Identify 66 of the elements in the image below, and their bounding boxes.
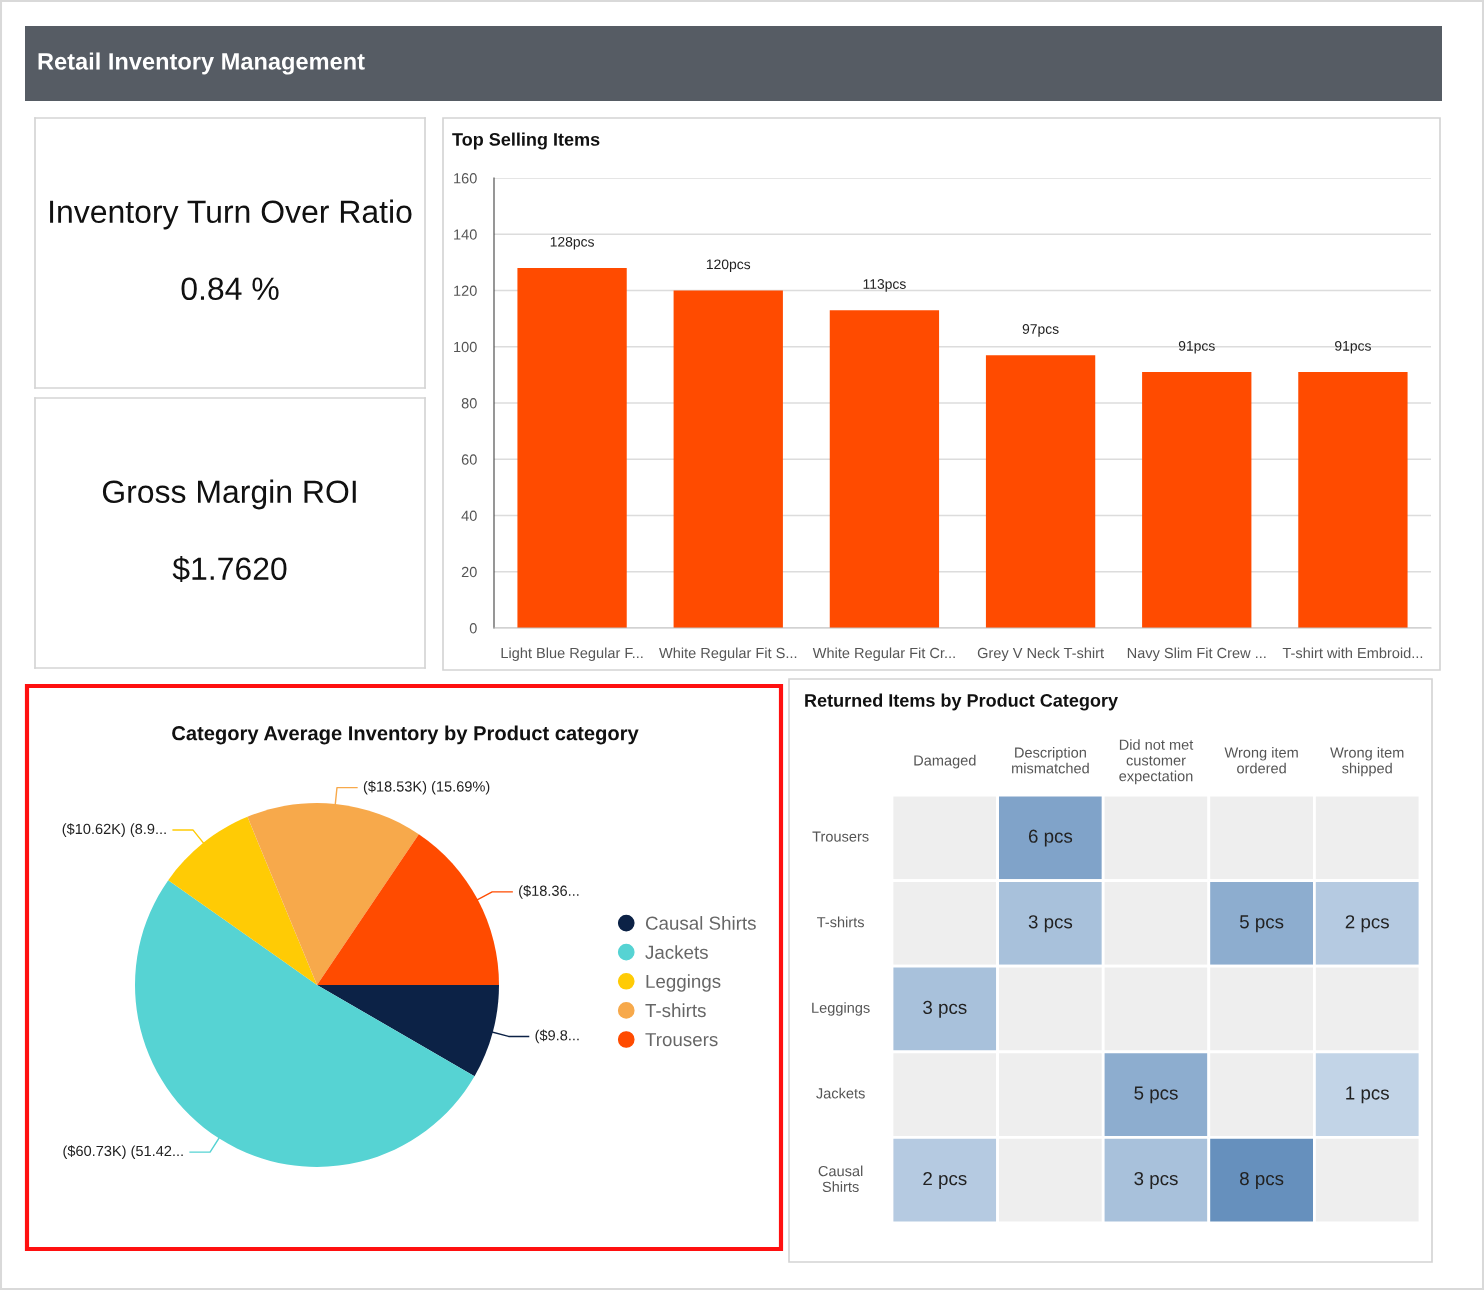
data-label: 91pcs xyxy=(1335,340,1371,354)
bar xyxy=(517,268,627,628)
x-tick-label: Grey V Neck T-shirt xyxy=(977,647,1104,662)
y-tick-label: 120 xyxy=(454,285,477,296)
legend-label: Causal Shirts xyxy=(645,916,756,930)
y-tick-label: 100 xyxy=(454,341,477,353)
data-label: 3 pcs xyxy=(1028,915,1073,933)
y-tick-label: 40 xyxy=(461,510,477,521)
x-tick-label: White Regular Fit S... xyxy=(659,647,797,662)
data-label: ($18.53K) (15.69%) xyxy=(363,780,490,795)
data-label: 120pcs xyxy=(706,259,751,272)
data-label: 91pcs xyxy=(1178,340,1215,354)
bar xyxy=(985,355,1096,628)
data-label: ($10.62K) (8.9... xyxy=(62,823,166,837)
y-tick-label: Jackets xyxy=(816,1087,865,1099)
bar xyxy=(673,290,783,628)
x-tick-label: Description mismatched xyxy=(1012,747,1089,774)
x-tick-label: Wrong item ordered xyxy=(1224,747,1298,774)
bar xyxy=(829,310,940,628)
chart-title: Top Selling Items xyxy=(452,132,600,150)
text: $1.7620 xyxy=(172,556,287,582)
data-label: 5 pcs xyxy=(1239,915,1284,933)
y-tick-label: Causal Shirts xyxy=(818,1165,863,1192)
y-tick-label: Leggings xyxy=(812,1002,870,1016)
x-tick-label: Light Blue Regular F... xyxy=(501,647,643,662)
data-label: 5 pcs xyxy=(1134,1086,1178,1104)
data-label: 3 pcs xyxy=(923,1000,967,1018)
x-tick-label: White Regular Fit Cr... xyxy=(812,647,955,662)
text: Retail Inventory Management xyxy=(38,52,365,75)
data-label: 128pcs xyxy=(550,236,594,250)
text: Gross Margin ROI xyxy=(102,479,356,510)
legend-label: Jackets xyxy=(645,945,708,959)
data-label: 8 pcs xyxy=(1240,1171,1284,1189)
data-label: ($9.8... xyxy=(535,1029,579,1044)
data-label: 2 pcs xyxy=(923,1171,967,1189)
data-label: ($18.36... xyxy=(519,884,579,899)
x-tick-label: Navy Slim Fit Crew ... xyxy=(1127,647,1266,662)
data-label: ($60.73K) (51.42... xyxy=(63,1145,183,1159)
data-label: 1 pcs xyxy=(1346,1086,1389,1104)
data-label: 97pcs xyxy=(1022,324,1059,337)
y-tick-label: T-shirts xyxy=(817,916,864,928)
bar xyxy=(1298,372,1408,628)
x-tick-label: T-shirt with Embroid... xyxy=(1282,647,1423,659)
bar xyxy=(1142,372,1252,628)
chart-title: Category Average Inventory by Product category xyxy=(172,725,639,745)
y-tick-label: 0 xyxy=(469,623,477,634)
x-tick-label: Wrong item shipped xyxy=(1330,747,1404,777)
y-tick-label: Trousers xyxy=(812,831,869,842)
data-label: 3 pcs xyxy=(1134,1171,1178,1189)
data-label: 6 pcs xyxy=(1028,829,1073,847)
y-tick-label: 20 xyxy=(461,566,477,578)
legend-label: T-shirts xyxy=(645,1003,706,1018)
pie-slice xyxy=(168,816,317,985)
x-tick-label: Did not met customer expectation xyxy=(1119,739,1194,785)
legend-label: Leggings xyxy=(646,974,721,992)
y-tick-label: 140 xyxy=(454,229,477,240)
y-tick-label: 60 xyxy=(461,454,477,465)
text: 0.84 % xyxy=(181,277,279,301)
data-label: 113pcs xyxy=(863,279,906,292)
chart-title: Returned Items by Product Category xyxy=(805,693,1118,711)
x-tick-label: Damaged xyxy=(914,754,976,769)
y-tick-label: 160 xyxy=(454,173,477,184)
text: Inventory Turn Over Ratio xyxy=(50,199,412,230)
legend-label: Trousers xyxy=(645,1033,718,1047)
data-label: 2 pcs xyxy=(1345,915,1389,933)
y-tick-label: 80 xyxy=(461,398,477,409)
